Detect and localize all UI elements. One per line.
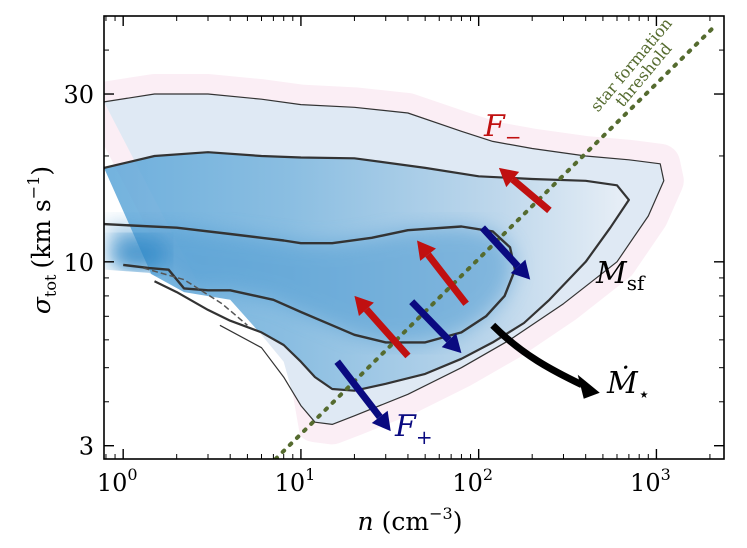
- arrow-shaft-F+-4: [409, 299, 452, 343]
- x-tick-label: 103: [630, 465, 671, 497]
- arrow-head-F+-3: [510, 259, 531, 280]
- contour-dashed: [143, 267, 248, 326]
- arrow-shaft-F+-5: [334, 359, 383, 420]
- contour-inner: [104, 222, 517, 344]
- arrow-head-F--1: [417, 240, 436, 261]
- x-tick-label: 100: [97, 465, 138, 497]
- arrow-shaft-F--2: [363, 307, 411, 359]
- arrow-shaft-F--0: [510, 176, 552, 214]
- y-tick-label: 30: [63, 81, 94, 109]
- flux-arrows: [334, 167, 600, 432]
- mdot-arrow-head: [577, 374, 600, 399]
- arrow-head-F+-4: [441, 333, 462, 354]
- density-peak: [107, 236, 168, 273]
- msf-label: Msf: [595, 256, 646, 295]
- contour-middle: [104, 151, 630, 392]
- x-tick-label: 102: [452, 465, 493, 497]
- ticks: 100 101 102 103 3 10 30: [63, 16, 724, 497]
- x-tick-label: 101: [275, 465, 316, 497]
- mdot-star-label: Ṁ⋆: [606, 365, 650, 406]
- density-core-region: [104, 224, 515, 343]
- arrow-head-F--2: [354, 295, 374, 316]
- f-minus-label: F−: [483, 109, 522, 149]
- arrow-head-F+-5: [371, 410, 391, 432]
- y-axis-label: σtot(km s−1): [24, 166, 60, 314]
- mdot-arrow-shaft: [490, 322, 584, 388]
- empty-region: [104, 269, 301, 459]
- contours: [104, 93, 665, 425]
- arrow-head-F--0: [498, 167, 520, 188]
- contour-outer: [104, 93, 665, 425]
- f-plus-label: F+: [394, 409, 433, 449]
- x-axis-label: n (cm−3): [358, 504, 463, 536]
- y-tick-label: 3: [79, 433, 94, 461]
- axes-frame: [103, 15, 725, 460]
- arrow-shaft-F--1: [425, 252, 469, 306]
- arrow-shaft-F+-3: [479, 225, 521, 269]
- y-tick-label: 10: [63, 249, 94, 277]
